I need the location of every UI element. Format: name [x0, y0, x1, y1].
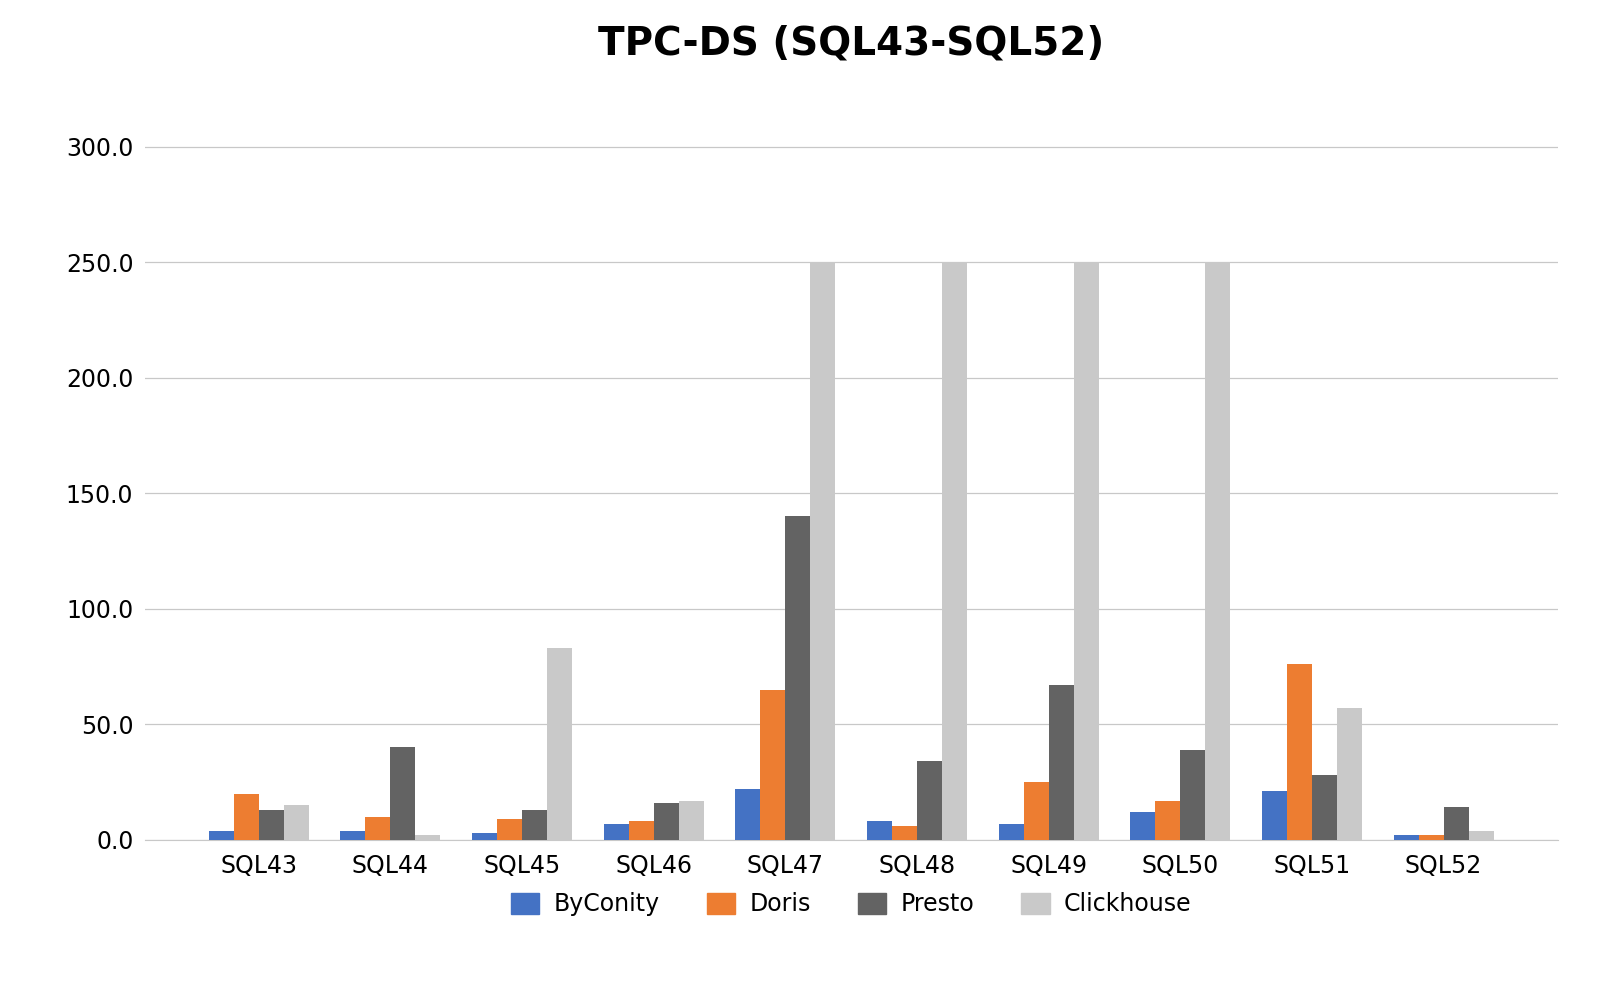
Bar — [234, 793, 258, 840]
Bar — [522, 810, 547, 840]
Bar — [1154, 800, 1180, 840]
Bar — [1417, 835, 1443, 840]
Bar — [679, 800, 703, 840]
Legend: ByConity, Doris, Presto, Clickhouse: ByConity, Doris, Presto, Clickhouse — [501, 882, 1201, 926]
Bar — [628, 821, 653, 840]
Bar — [284, 805, 308, 840]
Bar — [547, 648, 571, 840]
Bar — [498, 819, 522, 840]
Bar — [258, 810, 284, 840]
Bar — [1180, 750, 1204, 840]
Bar — [653, 803, 679, 840]
Bar — [1311, 776, 1335, 840]
Bar — [942, 262, 966, 840]
Bar — [1335, 708, 1361, 840]
Bar — [785, 517, 811, 840]
Bar — [811, 262, 835, 840]
Bar — [340, 831, 366, 840]
Bar — [867, 821, 891, 840]
Bar — [390, 747, 416, 840]
Bar — [1204, 262, 1229, 840]
Bar — [416, 835, 440, 840]
Bar — [1467, 831, 1493, 840]
Bar — [1286, 664, 1311, 840]
Bar — [1130, 812, 1154, 840]
Bar — [472, 833, 498, 840]
Bar — [916, 761, 942, 840]
Bar — [603, 824, 628, 840]
Bar — [1443, 807, 1467, 840]
Bar — [1262, 791, 1286, 840]
Bar — [998, 824, 1022, 840]
Bar — [1048, 685, 1074, 840]
Bar — [209, 831, 234, 840]
Title: TPC-DS (SQL43-SQL52): TPC-DS (SQL43-SQL52) — [597, 24, 1104, 62]
Bar — [1074, 262, 1098, 840]
Bar — [1022, 782, 1048, 840]
Bar — [891, 826, 916, 840]
Bar — [735, 789, 759, 840]
Bar — [366, 817, 390, 840]
Bar — [759, 690, 785, 840]
Bar — [1393, 835, 1417, 840]
